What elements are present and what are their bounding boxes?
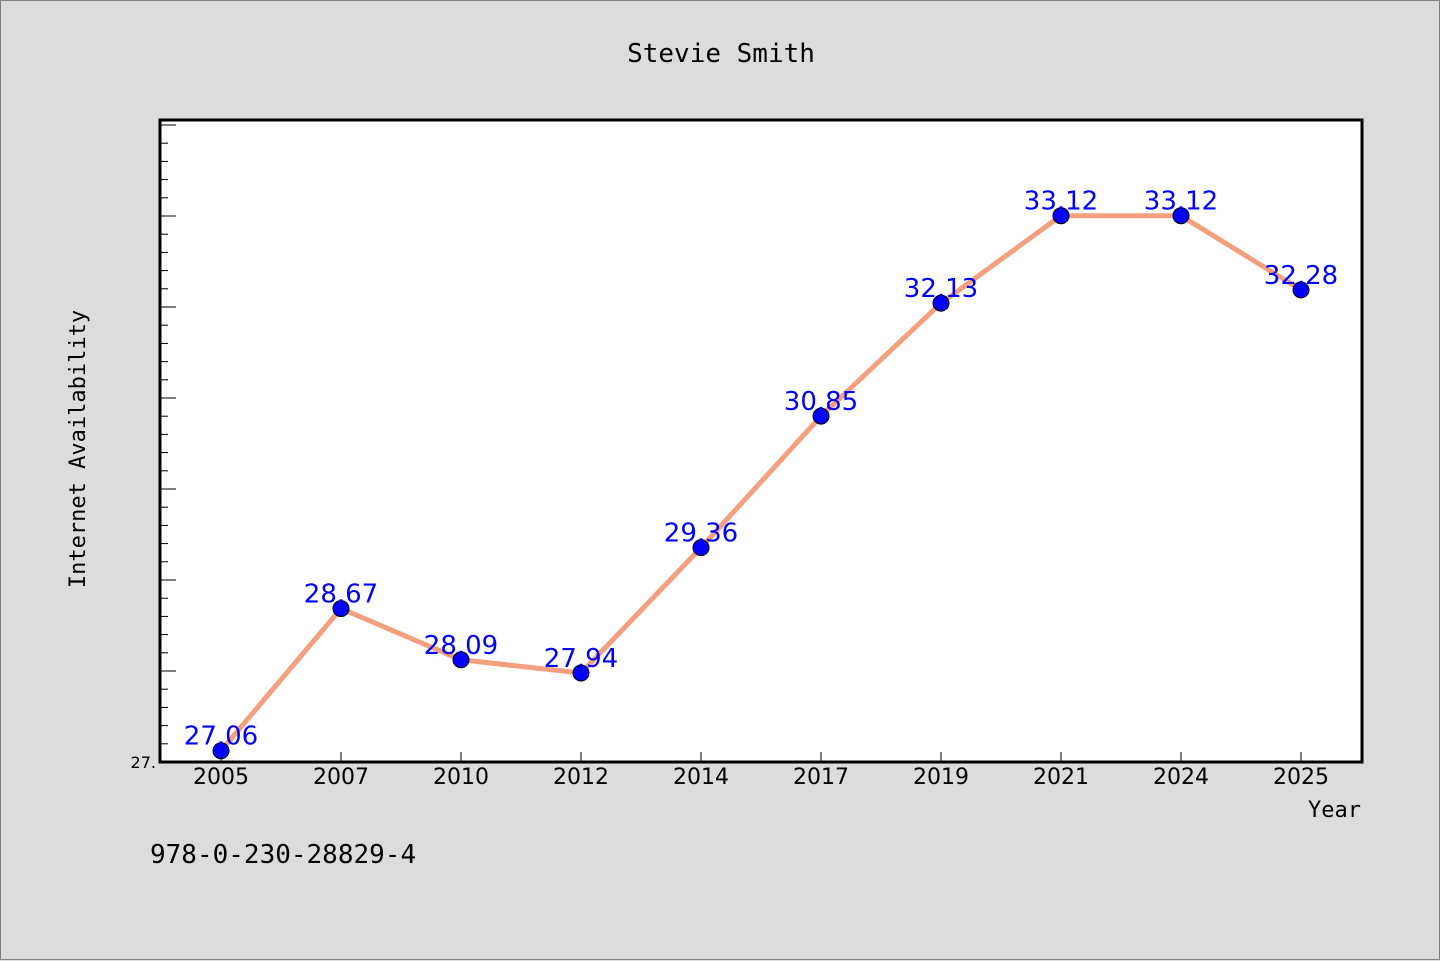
data-point [1052,207,1070,225]
data-label: 32.13 [904,274,978,304]
data-label: 27.94 [544,644,618,674]
x-tick-label: 2021 [1033,765,1089,790]
plot-area [158,118,1364,764]
data-label: 30.85 [784,387,858,417]
x-tick-label: 2005 [193,765,249,790]
data-point [572,664,590,682]
y-axis-ticks [160,124,176,763]
data-label: 33.12 [1144,187,1218,217]
y-axis-label: Internet Availability [66,310,91,588]
data-point [332,600,350,618]
x-tick-label: 2025 [1273,765,1329,790]
x-tick-label: 2014 [673,765,729,790]
data-point [812,407,830,425]
x-tick-label: 2007 [313,765,369,790]
chart-title: Stevie Smith [627,39,815,69]
data-label: 33.12 [1024,187,1098,217]
x-tick-label: 2017 [793,765,849,790]
data-point [692,539,710,557]
data-label: 29.36 [664,519,738,549]
data-label: 28.67 [304,580,378,610]
data-label: 27.06 [184,722,258,752]
data-point [932,294,950,312]
x-tick-labels: 2005 2007 2010 2012 2014 2017 2019 2021 2024 2025 [193,765,1329,790]
y-tick-label: 27. [131,753,156,772]
data-point [1292,281,1310,299]
data-point [1172,207,1190,225]
series-internet-availability: 27.06 28.67 28.09 27.94 29.36 30.85 32.13 33.12… [184,187,1338,760]
footer-text: 978-0-230-28829-4 [150,840,416,870]
x-tick-label: 2012 [553,765,609,790]
series-line [219,213,1303,753]
x-axis-label: Year [1308,798,1361,823]
data-point [212,742,230,760]
data-point [452,651,470,669]
data-label: 32.28 [1264,261,1338,291]
x-tick-label: 2024 [1153,765,1209,790]
x-tick-label: 2019 [913,765,969,790]
data-label: 28.09 [424,631,498,661]
x-tick-label: 2010 [433,765,489,790]
